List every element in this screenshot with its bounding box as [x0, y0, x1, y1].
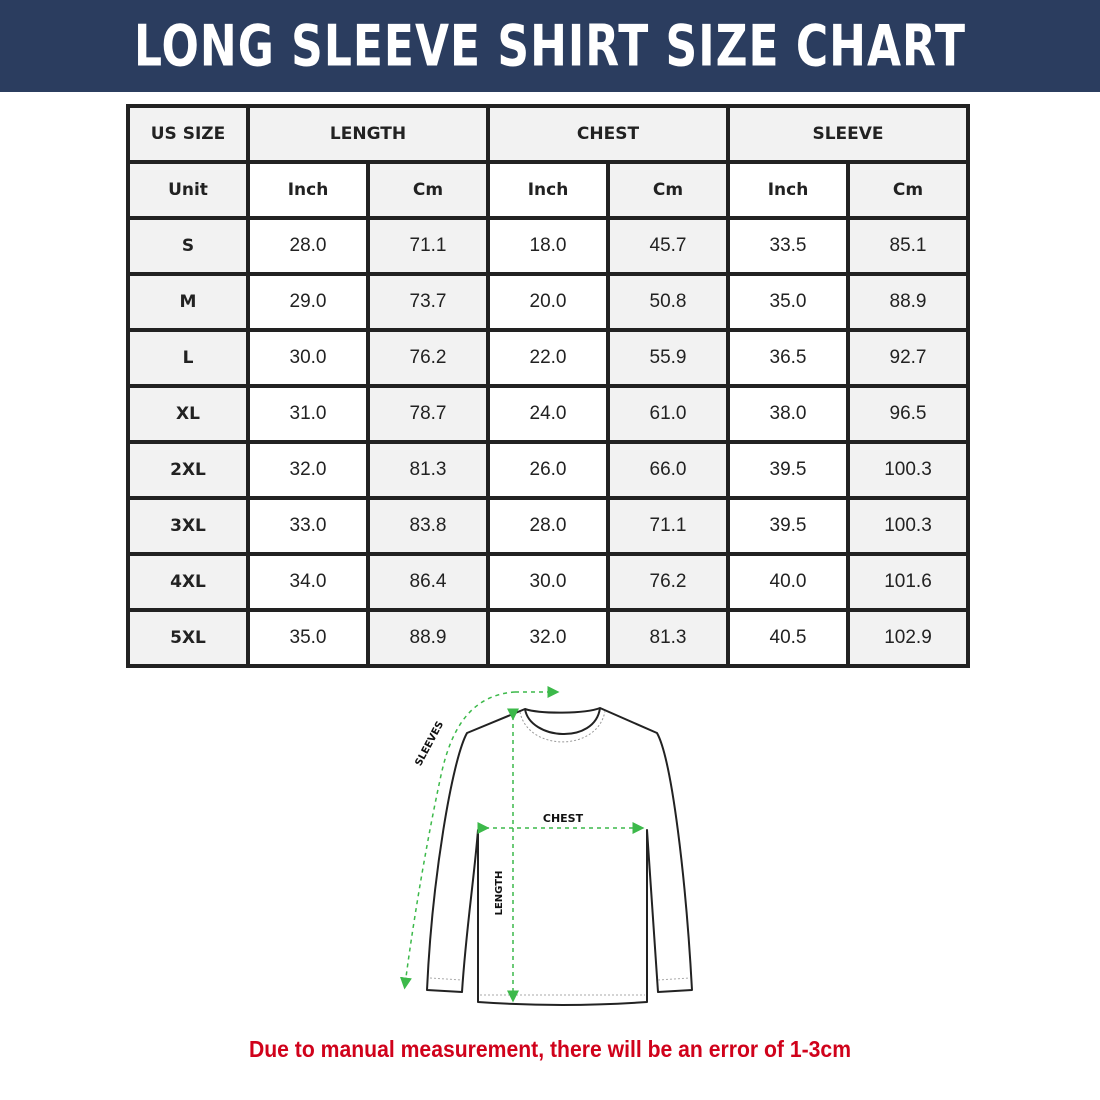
table-row: 3XL 33.0 83.8 28.0 71.1 39.5 100.3 — [128, 498, 968, 554]
cell-chest-in: 24.0 — [488, 386, 608, 442]
cell-sleeve-cm: 102.9 — [848, 610, 968, 666]
cell-sleeve-in: 39.5 — [728, 498, 848, 554]
unit-inch: Inch — [248, 162, 368, 218]
cell-sleeve-cm: 92.7 — [848, 330, 968, 386]
header-length: LENGTH — [248, 106, 488, 162]
cell-chest-in: 18.0 — [488, 218, 608, 274]
unit-inch: Inch — [728, 162, 848, 218]
cell-sleeve-in: 40.0 — [728, 554, 848, 610]
cell-length-cm: 71.1 — [368, 218, 488, 274]
unit-cm: Cm — [368, 162, 488, 218]
table-row: M 29.0 73.7 20.0 50.8 35.0 88.9 — [128, 274, 968, 330]
size-cell: 3XL — [128, 498, 248, 554]
cell-sleeve-in: 35.0 — [728, 274, 848, 330]
table-row: XL 31.0 78.7 24.0 61.0 38.0 96.5 — [128, 386, 968, 442]
cell-length-cm: 73.7 — [368, 274, 488, 330]
size-cell: M — [128, 274, 248, 330]
chest-label: CHEST — [543, 812, 584, 825]
cell-length-in: 33.0 — [248, 498, 368, 554]
table-row: 5XL 35.0 88.9 32.0 81.3 40.5 102.9 — [128, 610, 968, 666]
header-row: US SIZE LENGTH CHEST SLEEVE — [128, 106, 968, 162]
cell-sleeve-in: 36.5 — [728, 330, 848, 386]
cell-chest-in: 32.0 — [488, 610, 608, 666]
size-cell: S — [128, 218, 248, 274]
size-cell: XL — [128, 386, 248, 442]
cell-chest-cm: 81.3 — [608, 610, 728, 666]
cell-sleeve-in: 40.5 — [728, 610, 848, 666]
cell-length-in: 35.0 — [248, 610, 368, 666]
cell-length-cm: 76.2 — [368, 330, 488, 386]
cell-length-cm: 86.4 — [368, 554, 488, 610]
cell-chest-cm: 76.2 — [608, 554, 728, 610]
header-us-size: US SIZE — [128, 106, 248, 162]
cell-sleeve-in: 33.5 — [728, 218, 848, 274]
unit-row: Unit Inch Cm Inch Cm Inch Cm — [128, 162, 968, 218]
cell-length-cm: 78.7 — [368, 386, 488, 442]
shirt-outline-icon — [426, 707, 693, 1006]
cell-length-cm: 81.3 — [368, 442, 488, 498]
sleeves-label: SLEEVES — [413, 720, 446, 768]
cell-sleeve-cm: 100.3 — [848, 498, 968, 554]
unit-cm: Cm — [608, 162, 728, 218]
cell-chest-in: 28.0 — [488, 498, 608, 554]
cell-chest-cm: 61.0 — [608, 386, 728, 442]
header-sleeve: SLEEVE — [728, 106, 968, 162]
cell-sleeve-in: 38.0 — [728, 386, 848, 442]
table-row: S 28.0 71.1 18.0 45.7 33.5 85.1 — [128, 218, 968, 274]
header-chest: CHEST — [488, 106, 728, 162]
unit-inch: Inch — [488, 162, 608, 218]
measurement-arrows — [399, 686, 645, 1003]
cell-chest-cm: 66.0 — [608, 442, 728, 498]
cell-length-in: 31.0 — [248, 386, 368, 442]
cell-length-in: 29.0 — [248, 274, 368, 330]
cell-length-in: 28.0 — [248, 218, 368, 274]
cell-chest-in: 20.0 — [488, 274, 608, 330]
length-label: LENGTH — [494, 871, 505, 916]
cell-length-cm: 83.8 — [368, 498, 488, 554]
cell-sleeve-cm: 100.3 — [848, 442, 968, 498]
cell-chest-cm: 50.8 — [608, 274, 728, 330]
cell-sleeve-cm: 88.9 — [848, 274, 968, 330]
table-row: L 30.0 76.2 22.0 55.9 36.5 92.7 — [128, 330, 968, 386]
page-title: LONG SLEEVE SHIRT SIZE CHART — [134, 12, 966, 80]
size-cell: 2XL — [128, 442, 248, 498]
cell-length-in: 30.0 — [248, 330, 368, 386]
unit-cm: Cm — [848, 162, 968, 218]
table-row: 4XL 34.0 86.4 30.0 76.2 40.0 101.6 — [128, 554, 968, 610]
cell-chest-in: 26.0 — [488, 442, 608, 498]
cell-chest-in: 22.0 — [488, 330, 608, 386]
size-table: US SIZE LENGTH CHEST SLEEVE Unit Inch Cm… — [126, 104, 970, 668]
title-banner: LONG SLEEVE SHIRT SIZE CHART — [0, 0, 1100, 92]
size-cell: 5XL — [128, 610, 248, 666]
size-cell: 4XL — [128, 554, 248, 610]
cell-chest-in: 30.0 — [488, 554, 608, 610]
sleeves-arrow — [399, 691, 516, 990]
cell-sleeve-cm: 101.6 — [848, 554, 968, 610]
cell-length-in: 32.0 — [248, 442, 368, 498]
cell-length-in: 34.0 — [248, 554, 368, 610]
cell-chest-cm: 45.7 — [608, 218, 728, 274]
cell-sleeve-cm: 96.5 — [848, 386, 968, 442]
cell-sleeve-cm: 85.1 — [848, 218, 968, 274]
cell-length-cm: 88.9 — [368, 610, 488, 666]
unit-label: Unit — [128, 162, 248, 218]
cell-sleeve-in: 39.5 — [728, 442, 848, 498]
measurement-note: Due to manual measurement, there will be… — [248, 1036, 852, 1062]
size-cell: L — [128, 330, 248, 386]
cell-chest-cm: 71.1 — [608, 498, 728, 554]
table-row: 2XL 32.0 81.3 26.0 66.0 39.5 100.3 — [128, 442, 968, 498]
cell-chest-cm: 55.9 — [608, 330, 728, 386]
